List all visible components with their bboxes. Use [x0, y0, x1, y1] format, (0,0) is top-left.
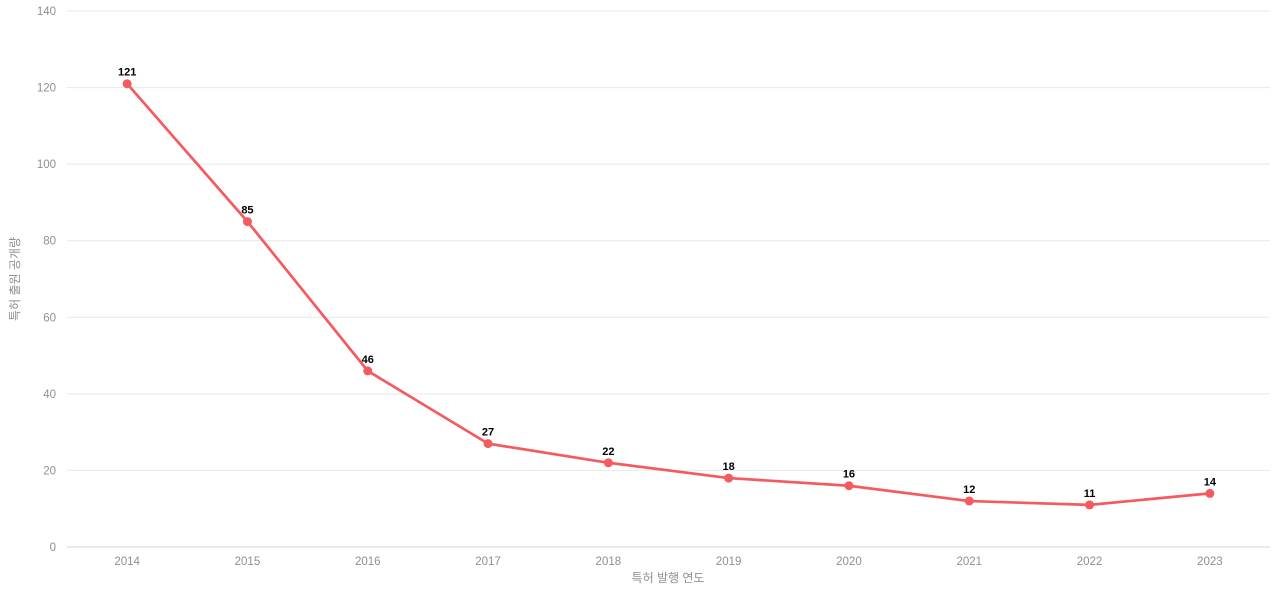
x-tick-label: 2017	[475, 556, 501, 568]
y-tick-label: 140	[37, 6, 56, 18]
data-point-marker	[844, 481, 854, 491]
data-label: 12	[963, 484, 975, 496]
data-point-marker	[603, 458, 613, 468]
x-tick-label: 2014	[114, 556, 140, 568]
data-label: 121	[118, 67, 136, 79]
data-label: 16	[843, 469, 855, 481]
grid-layer	[67, 10, 1270, 548]
y-tick-label: 80	[43, 236, 56, 248]
data-point-marker	[724, 473, 734, 483]
data-label: 46	[362, 354, 374, 366]
data-label: 14	[1204, 476, 1217, 488]
data-label: 85	[241, 205, 253, 217]
y-tick-label: 120	[37, 83, 56, 95]
data-point-marker	[483, 439, 493, 449]
data-label: 11	[1084, 488, 1096, 500]
x-tick-label: 2016	[355, 556, 381, 568]
y-tick-label: 60	[43, 312, 56, 324]
data-label: 18	[723, 461, 735, 473]
x-tick-label: 2022	[1077, 556, 1103, 568]
data-point-marker	[1205, 488, 1215, 498]
x-tick-label: 2021	[956, 556, 982, 568]
x-tick-label: 2018	[596, 556, 622, 568]
y-tick-label: 40	[43, 389, 56, 401]
data-point-marker	[122, 79, 132, 89]
tick-layer: 0 20 40 60 80 100 120 140 2014 2015 2016 2017 2018 20…	[37, 6, 1223, 568]
data-label: 22	[602, 446, 614, 458]
y-tick-label: 0	[50, 542, 56, 554]
x-tick-label: 2020	[836, 556, 862, 568]
data-point-marker	[1085, 500, 1095, 510]
x-axis-title: 특허 발행 연도	[632, 570, 705, 585]
y-tick-label: 100	[37, 159, 56, 171]
x-tick-label: 2019	[716, 556, 742, 568]
line-series	[125, 82, 1212, 507]
x-tick-label: 2015	[235, 556, 261, 568]
data-point-marker	[363, 366, 373, 376]
y-tick-label: 20	[43, 465, 56, 477]
x-tick-label: 2023	[1197, 556, 1223, 568]
series-layer: 121 85 46 27 22 18 16 12 11 14	[118, 67, 1217, 510]
y-axis-title: 특허 출원 공개량	[8, 237, 22, 321]
data-point-marker	[242, 217, 252, 227]
data-point-marker	[964, 496, 974, 506]
data-label: 27	[482, 427, 494, 439]
